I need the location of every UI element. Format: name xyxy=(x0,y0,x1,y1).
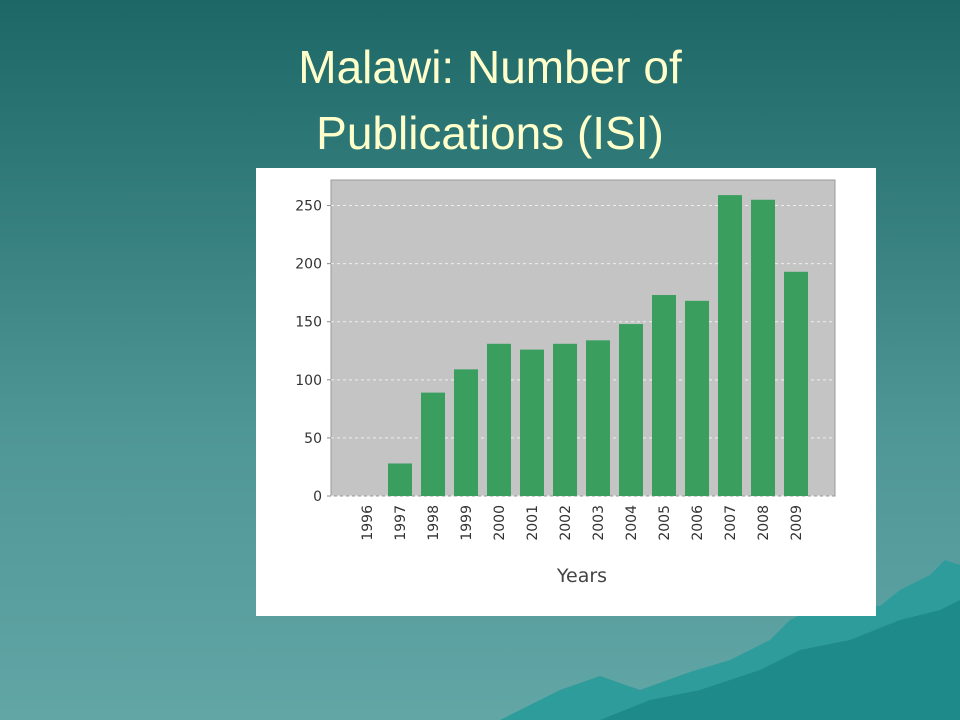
x-tick-label: 2005 xyxy=(657,505,673,541)
x-tick-label: 2003 xyxy=(591,505,607,541)
x-tick-label: 2006 xyxy=(690,505,706,541)
bar xyxy=(454,369,478,496)
bar xyxy=(751,199,775,496)
x-tick-label: 2000 xyxy=(492,505,508,541)
bar xyxy=(388,463,412,496)
bar xyxy=(421,392,445,496)
x-tick-label: 2004 xyxy=(624,505,640,541)
bar xyxy=(487,343,511,496)
x-tick-label: 1998 xyxy=(426,505,442,541)
bar xyxy=(652,295,676,496)
bar xyxy=(553,343,577,496)
x-tick-label: 1997 xyxy=(393,505,409,541)
bar xyxy=(784,271,808,496)
x-tick-label: 2002 xyxy=(558,505,574,541)
bar xyxy=(685,300,709,496)
y-tick-label: 100 xyxy=(295,373,322,389)
x-tick-label: 1996 xyxy=(360,505,376,541)
x-tick-label: 2009 xyxy=(789,505,805,541)
y-tick-label: 50 xyxy=(304,431,322,447)
x-tick-label: 1999 xyxy=(459,505,475,541)
x-tick-label: 2007 xyxy=(723,505,739,541)
y-tick-label: 150 xyxy=(295,315,322,331)
y-tick-label: 200 xyxy=(295,257,322,273)
x-tick-label: 2008 xyxy=(756,505,772,541)
chart-title: Malawi: Number of Publications (ISI) xyxy=(298,41,682,159)
bar xyxy=(619,324,643,496)
x-axis-label: Years xyxy=(556,565,607,587)
x-tick-label: 2001 xyxy=(525,505,541,541)
y-tick-label: 0 xyxy=(313,489,322,505)
y-tick-label: 250 xyxy=(295,199,322,215)
bar xyxy=(520,349,544,496)
bar xyxy=(718,195,742,496)
mountain-decoration xyxy=(600,600,960,720)
bar xyxy=(586,340,610,496)
